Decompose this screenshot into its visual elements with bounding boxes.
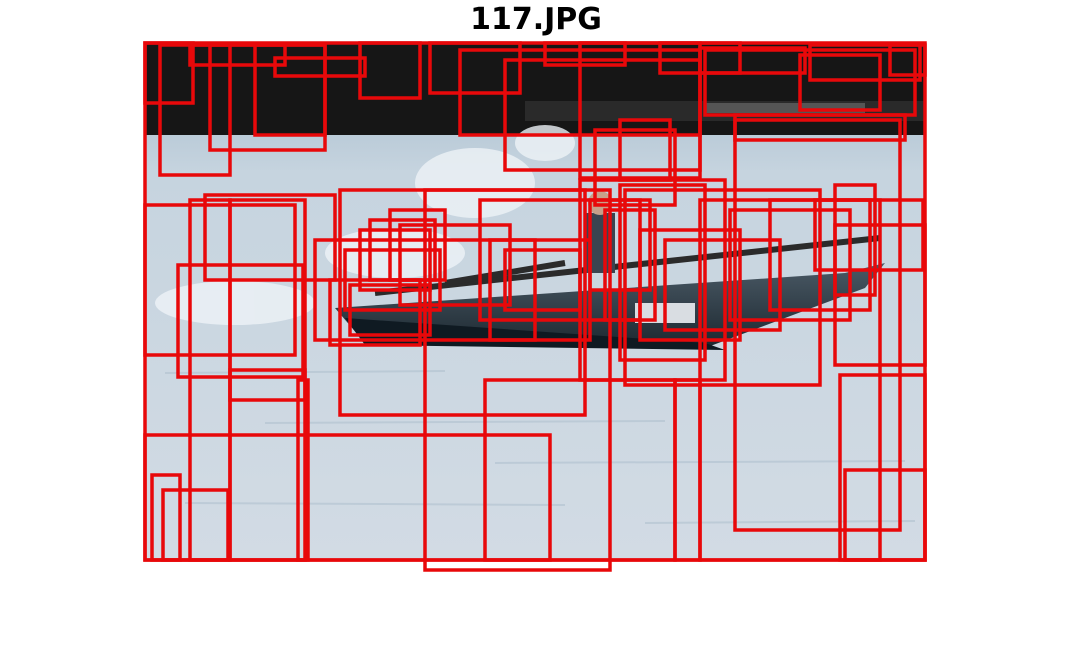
detection-box [663, 238, 782, 332]
detection-box [428, 41, 522, 95]
detection-box [228, 198, 307, 402]
detection-box [618, 183, 707, 362]
detection-box [603, 208, 657, 322]
detection-box [150, 473, 182, 562]
detection-box [888, 43, 927, 77]
detection-box [348, 283, 432, 337]
detection-box [176, 263, 305, 379]
detection-box [388, 208, 447, 282]
detection-box [733, 118, 902, 532]
detection-box [808, 43, 922, 82]
detection-box [143, 433, 552, 562]
detection-box [838, 373, 927, 562]
detection-box [578, 41, 702, 180]
detection-box [593, 128, 677, 207]
detection-box [273, 56, 367, 78]
detection-box [143, 41, 195, 105]
detection-box [358, 228, 432, 292]
detection-box [503, 248, 582, 312]
detection-box [843, 468, 927, 562]
detection-box [161, 488, 230, 562]
detection-box [203, 193, 337, 282]
detection-box [798, 53, 882, 112]
detection-box [483, 378, 677, 562]
detection-box [188, 43, 287, 67]
detection-box [623, 188, 822, 387]
detection-box [228, 368, 307, 562]
detection-box [398, 223, 512, 307]
detection-box [296, 378, 310, 562]
detection-box [698, 198, 882, 562]
detection-box [673, 378, 702, 562]
detection-box [698, 46, 807, 75]
detection-box [253, 43, 327, 137]
figure-title: 117.JPG [470, 2, 602, 37]
detection-box [833, 183, 877, 297]
detection-box [188, 198, 232, 562]
detection-box [638, 228, 742, 342]
detection-box [728, 208, 852, 322]
detection-box [358, 41, 422, 100]
detection-box [813, 198, 925, 272]
